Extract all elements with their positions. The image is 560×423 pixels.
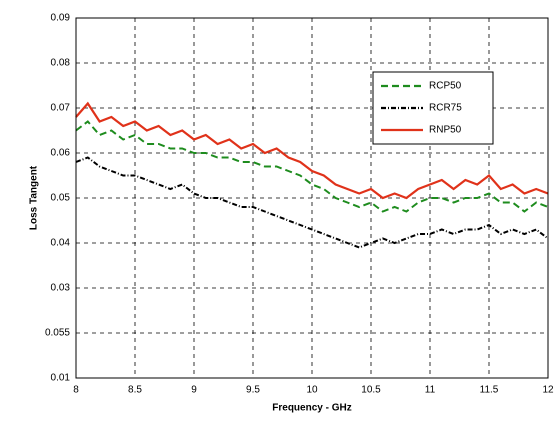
y-axis-label: Loss Tangent (29, 165, 40, 230)
plot-frame (75, 17, 549, 379)
x-tick-label: 12 (542, 385, 554, 396)
y-tick-label: 0.06 (51, 148, 71, 159)
x-tick-label: 11.5 (480, 385, 499, 396)
y-tick-label: 0.07 (51, 103, 71, 114)
series-line (75, 101, 549, 200)
x-tick-label: 8.5 (128, 385, 142, 396)
x-tick-label: 9.5 (246, 385, 260, 396)
x-tick-label: 10.5 (361, 385, 381, 396)
legend-label: RCP50 (429, 81, 462, 92)
x-tick-label: 10 (306, 385, 318, 396)
y-tick-label: 0.055 (45, 328, 70, 339)
y-tick-label: 0.04 (51, 238, 71, 249)
legend-label: RNP50 (429, 125, 462, 136)
y-tick-label: 0.09 (51, 13, 71, 24)
y-tick-label: 0.01 (51, 373, 71, 384)
y-tick-label: 0.03 (51, 283, 71, 294)
legend-label: RCR75 (429, 103, 462, 114)
x-tick-label: 8 (73, 385, 79, 396)
y-tick-label: 0.05 (51, 193, 71, 204)
x-tick-label: 11 (425, 385, 436, 396)
series-line (75, 120, 549, 213)
series-line (75, 156, 549, 249)
y-tick-label: 0.08 (51, 58, 71, 69)
x-axis-label: Frequency - GHz (272, 403, 351, 414)
x-tick-label: 9 (191, 385, 197, 396)
